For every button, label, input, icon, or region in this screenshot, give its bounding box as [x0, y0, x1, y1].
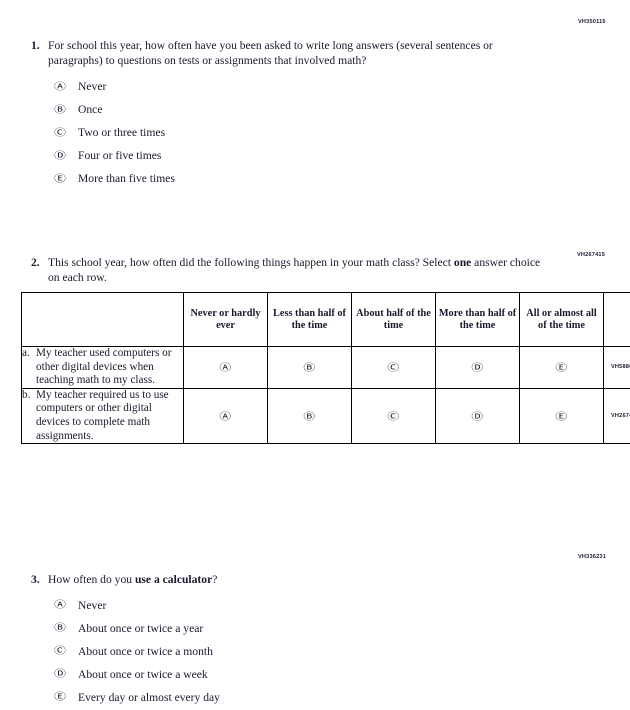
bubble-d-icon[interactable]: Ⓓ	[54, 669, 66, 680]
matrix-row-b-text: My teacher required us to use computers …	[36, 388, 169, 442]
matrix-header-about-half: About half of the time	[351, 292, 436, 347]
bubble-b-icon[interactable]: Ⓑ	[303, 411, 316, 423]
matrix-cell-b-never[interactable]: Ⓐ	[183, 387, 268, 445]
matrix-header-stem	[21, 292, 184, 347]
option-q1-d-label: Four or five times	[78, 149, 162, 163]
bubble-b-icon[interactable]: Ⓑ	[54, 623, 66, 634]
matrix-cell-a-about-half[interactable]: Ⓒ	[351, 346, 436, 389]
bubble-d-icon[interactable]: Ⓓ	[471, 363, 484, 374]
option-q1-b-label: Once	[78, 103, 103, 117]
question-2-text-part1: This school year, how often did the foll…	[48, 256, 454, 269]
option-q3-a[interactable]: Ⓐ Never	[53, 594, 531, 617]
question-1-number: 1.	[31, 39, 40, 52]
matrix-header: Never or hardly ever Less than half of t…	[21, 292, 630, 347]
bubble-a-icon[interactable]: Ⓐ	[54, 81, 66, 92]
question-3-text-part1: How often do you	[48, 573, 135, 586]
matrix-cell-b-less-than-half[interactable]: Ⓑ	[267, 387, 352, 445]
question-1-header: 1. For school this year, how often have …	[31, 38, 531, 68]
option-q3-e[interactable]: Ⓔ Every day or almost every day	[53, 686, 531, 709]
question-2-header: 2. This school year, how often did the f…	[31, 255, 546, 285]
option-q1-e[interactable]: Ⓔ More than five times	[53, 167, 531, 190]
matrix-cell-b-more-than-half[interactable]: Ⓓ	[435, 387, 520, 445]
option-q3-d[interactable]: Ⓓ About once or twice a week	[53, 663, 531, 686]
question-1-options: Ⓐ Never Ⓑ Once Ⓒ Two or three times Ⓓ Fo…	[31, 75, 531, 190]
question-3: 3. How often do you use a calculator? Ⓐ …	[31, 572, 531, 709]
question-1-text: For school this year, how often have you…	[48, 39, 493, 68]
table-row: a. My teacher used computers or other di…	[21, 346, 630, 389]
matrix-cell-a-all-or-almost-all[interactable]: Ⓔ	[519, 346, 604, 389]
matrix-row-a-text: My teacher used computers or other digit…	[36, 347, 172, 387]
question-3-header: 3. How often do you use a calculator?	[31, 572, 531, 587]
question-2-text-part2: answer choice on each row.	[48, 256, 541, 285]
question-2-text-emphasis: one	[453, 256, 472, 269]
option-q3-d-label: About once or twice a week	[78, 668, 208, 682]
matrix-cell-a-never[interactable]: Ⓐ	[183, 346, 268, 389]
table-row: b. My teacher required us to use compute…	[21, 387, 630, 445]
matrix-header-more-than-half: More than half of the time	[435, 292, 520, 347]
question-3-text-part2: ?	[212, 573, 218, 586]
question-3-options: Ⓐ Never Ⓑ About once or twice a year Ⓒ A…	[31, 594, 531, 709]
matrix-row-b-item-code: VH267419	[603, 387, 630, 445]
matrix-row-b-stem: b. My teacher required us to use compute…	[21, 387, 184, 445]
option-q1-a-label: Never	[78, 80, 107, 94]
option-q3-b[interactable]: Ⓑ About once or twice a year	[53, 617, 531, 640]
matrix-cell-a-more-than-half[interactable]: Ⓓ	[435, 346, 520, 389]
matrix-header-less-than-half: Less than half of the time	[267, 292, 352, 347]
matrix-cell-b-about-half[interactable]: Ⓒ	[351, 387, 436, 445]
bubble-d-icon[interactable]: Ⓓ	[54, 150, 66, 161]
option-q1-c[interactable]: Ⓒ Two or three times	[53, 121, 531, 144]
matrix-header-code	[603, 292, 630, 347]
option-q1-d[interactable]: Ⓓ Four or five times	[53, 144, 531, 167]
option-q1-c-label: Two or three times	[78, 126, 166, 140]
matrix-body: a. My teacher used computers or other di…	[21, 346, 630, 445]
question-2-text: This school year, how often did the foll…	[48, 255, 546, 285]
bubble-a-icon[interactable]: Ⓐ	[54, 600, 66, 611]
matrix-row-a-letter: a.	[22, 347, 30, 359]
bubble-e-icon[interactable]: Ⓔ	[54, 173, 66, 184]
matrix-cell-a-less-than-half[interactable]: Ⓑ	[267, 346, 352, 389]
option-q1-b[interactable]: Ⓑ Once	[53, 98, 531, 121]
bubble-e-icon[interactable]: Ⓔ	[555, 363, 568, 374]
item-code-q2: VH267415	[577, 252, 606, 258]
bubble-a-icon[interactable]: Ⓐ	[219, 411, 232, 423]
matrix-cell-b-all-or-almost-all[interactable]: Ⓔ	[519, 387, 604, 445]
question-3-text: How often do you use a calculator?	[48, 572, 217, 587]
matrix-header-row: Never or hardly ever Less than half of t…	[21, 292, 630, 347]
matrix-row-a-stem: a. My teacher used computers or other di…	[21, 346, 184, 389]
matrix-row-b-letter: b.	[22, 388, 31, 401]
question-3-number: 3.	[31, 573, 40, 586]
option-q3-c-label: About once or twice a month	[78, 645, 213, 659]
option-q1-a[interactable]: Ⓐ Never	[53, 75, 531, 98]
option-q3-a-label: Never	[78, 599, 107, 613]
bubble-c-icon[interactable]: Ⓒ	[54, 646, 66, 657]
bubble-e-icon[interactable]: Ⓔ	[555, 411, 568, 423]
option-q1-e-label: More than five times	[78, 172, 175, 186]
bubble-a-icon[interactable]: Ⓐ	[219, 363, 232, 374]
bubble-c-icon[interactable]: Ⓒ	[54, 127, 66, 138]
bubble-e-icon[interactable]: Ⓔ	[54, 692, 66, 703]
bubble-d-icon[interactable]: Ⓓ	[471, 411, 484, 423]
question-2-number: 2.	[31, 256, 40, 269]
bubble-c-icon[interactable]: Ⓒ	[387, 411, 400, 423]
matrix-row-a-item-code: VH588077	[603, 346, 630, 389]
matrix-header-never: Never or hardly ever	[183, 292, 268, 347]
item-code-q3: VH336231	[578, 554, 607, 560]
question-1: 1. For school this year, how often have …	[31, 38, 531, 190]
question-3-text-emphasis: use a calculator	[134, 573, 213, 586]
bubble-b-icon[interactable]: Ⓑ	[54, 104, 66, 115]
bubble-b-icon[interactable]: Ⓑ	[303, 363, 316, 374]
option-q3-e-label: Every day or almost every day	[78, 691, 220, 705]
question-2-matrix: Never or hardly ever Less than half of t…	[21, 292, 630, 445]
matrix-header-all-or-almost-all: All or almost all of the time	[519, 292, 604, 347]
option-q3-c[interactable]: Ⓒ About once or twice a month	[53, 640, 531, 663]
matrix-table: Never or hardly ever Less than half of t…	[21, 292, 630, 445]
option-q3-b-label: About once or twice a year	[78, 622, 204, 636]
item-code-q1: VH350115	[578, 19, 606, 25]
bubble-c-icon[interactable]: Ⓒ	[387, 363, 400, 374]
question-2: 2. This school year, how often did the f…	[31, 255, 546, 285]
